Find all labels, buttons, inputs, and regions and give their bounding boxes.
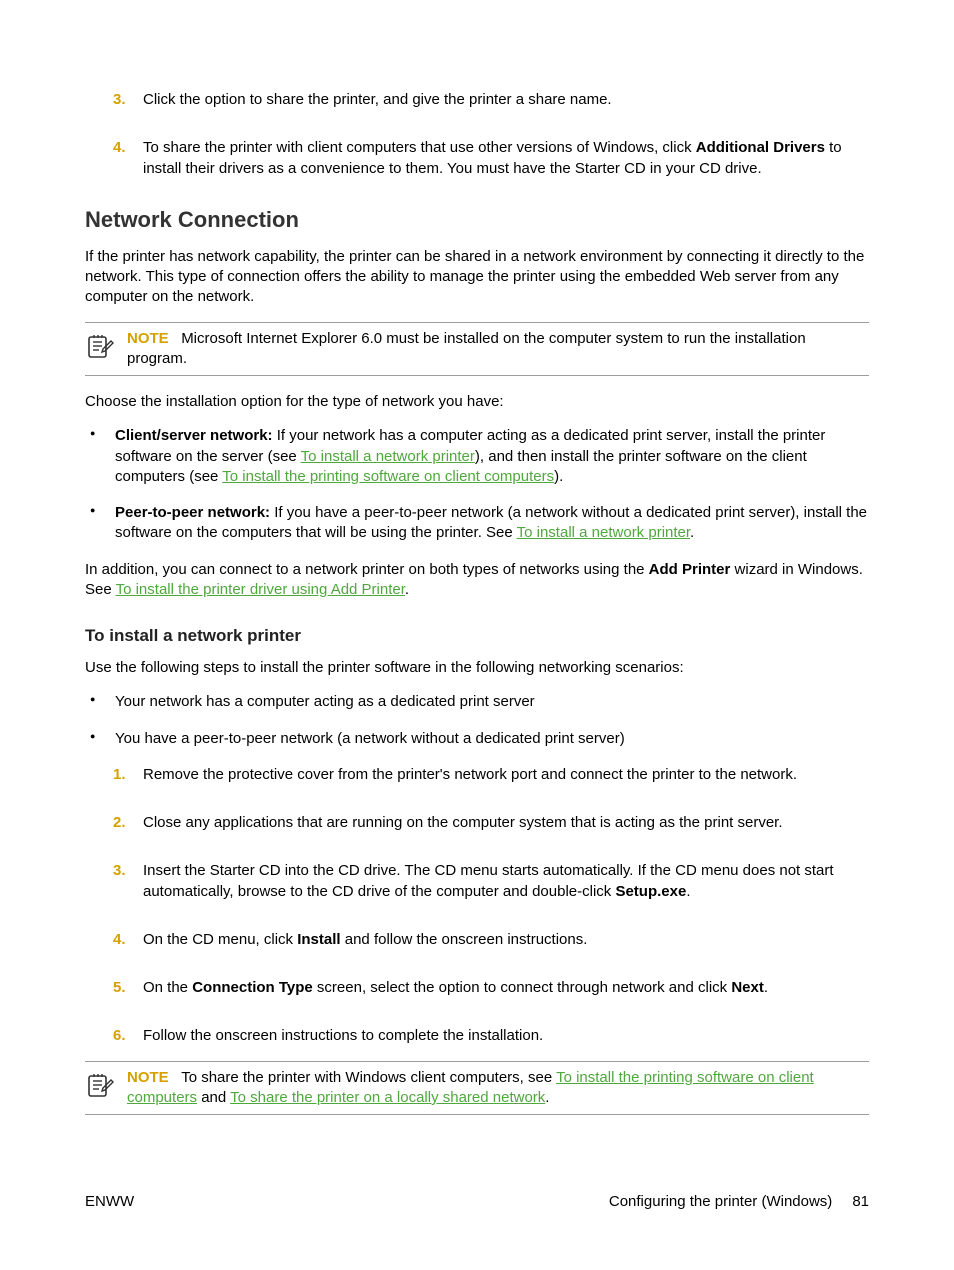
heading-network-connection: Network Connection	[85, 207, 869, 233]
list-marker: 3.	[113, 90, 126, 110]
link-share-locally[interactable]: To share the printer on a locally shared…	[230, 1089, 545, 1106]
list-marker: 2.	[113, 813, 126, 833]
link-install-client-software[interactable]: To install the printing software on clie…	[222, 468, 554, 485]
list-item: Peer-to-peer network: If you have a peer…	[85, 503, 869, 544]
bullet-list-network-types: Client/server network: If your network h…	[85, 426, 869, 543]
list-item: 1. Remove the protective cover from the …	[113, 765, 869, 785]
link-install-network-printer[interactable]: To install a network printer	[301, 448, 475, 465]
note-body: NOTE Microsoft Internet Explorer 6.0 mus…	[127, 329, 869, 370]
footer-left: ENWW	[85, 1193, 134, 1210]
bullet-list-scenarios: Your network has a computer acting as a …	[85, 692, 869, 749]
link-add-printer[interactable]: To install the printer driver using Add …	[116, 581, 405, 598]
note-label: NOTE	[127, 1069, 169, 1086]
note-icon	[85, 1068, 127, 1109]
footer-right: Configuring the printer (Windows)81	[609, 1193, 869, 1210]
list-marker: 3.	[113, 861, 126, 881]
note-box: NOTE Microsoft Internet Explorer 6.0 mus…	[85, 322, 869, 377]
list-text: Close any applications that are running …	[143, 814, 783, 831]
list-item: 2. Close any applications that are runni…	[113, 813, 869, 833]
list-text: To share the printer with client compute…	[143, 139, 842, 176]
paragraph-use-steps: Use the following steps to install the p…	[85, 658, 869, 678]
note-text: Microsoft Internet Explorer 6.0 must be …	[127, 330, 806, 367]
list-text: Follow the onscreen instructions to comp…	[143, 1027, 543, 1044]
note-body: NOTE To share the printer with Windows c…	[127, 1068, 869, 1109]
ordered-list-share: 3. Click the option to share the printer…	[85, 90, 869, 179]
list-text: Click the option to share the printer, a…	[143, 91, 612, 108]
list-text: Insert the Starter CD into the CD drive.…	[143, 862, 834, 899]
list-item: 4. To share the printer with client comp…	[113, 138, 869, 179]
note-box: NOTE To share the printer with Windows c…	[85, 1061, 869, 1116]
list-item: 6. Follow the onscreen instructions to c…	[113, 1026, 869, 1046]
page-footer: ENWW Configuring the printer (Windows)81	[85, 1193, 869, 1210]
list-text: Remove the protective cover from the pri…	[143, 766, 797, 783]
list-item: 4. On the CD menu, click Install and fol…	[113, 930, 869, 950]
list-item: 3. Insert the Starter CD into the CD dri…	[113, 861, 869, 902]
page: 3. Click the option to share the printer…	[0, 0, 954, 1270]
list-item: Client/server network: If your network h…	[85, 426, 869, 487]
link-install-network-printer[interactable]: To install a network printer	[517, 524, 690, 541]
page-number: 81	[852, 1193, 869, 1210]
list-item: You have a peer-to-peer network (a netwo…	[85, 729, 869, 749]
paragraph-intro: If the printer has network capability, t…	[85, 247, 869, 308]
paragraph-add-printer: In addition, you can connect to a networ…	[85, 560, 869, 601]
list-item: 5. On the Connection Type screen, select…	[113, 978, 869, 998]
list-text: On the CD menu, click Install and follow…	[143, 931, 587, 948]
note-label: NOTE	[127, 330, 169, 347]
paragraph-choose: Choose the installation option for the t…	[85, 392, 869, 412]
heading-install-network-printer: To install a network printer	[85, 626, 869, 646]
content: 3. Click the option to share the printer…	[85, 90, 869, 1115]
list-item: 3. Click the option to share the printer…	[113, 90, 869, 110]
list-marker: 6.	[113, 1026, 126, 1046]
list-marker: 4.	[113, 138, 126, 158]
ordered-list-install-steps: 1. Remove the protective cover from the …	[85, 765, 869, 1047]
list-marker: 1.	[113, 765, 126, 785]
list-item: Your network has a computer acting as a …	[85, 692, 869, 712]
note-icon	[85, 329, 127, 370]
list-marker: 5.	[113, 978, 126, 998]
list-marker: 4.	[113, 930, 126, 950]
list-text: On the Connection Type screen, select th…	[143, 979, 768, 996]
